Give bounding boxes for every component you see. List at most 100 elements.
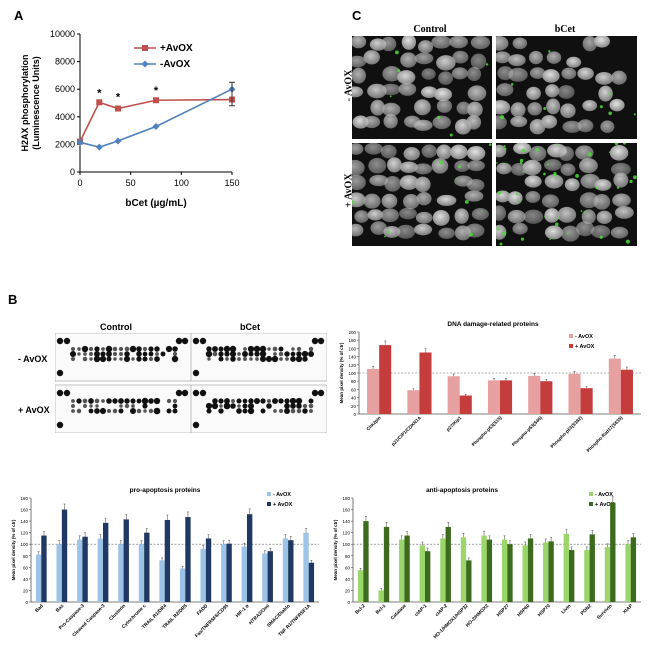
blot-spot (192, 389, 200, 397)
panel-letter-c: C (352, 8, 362, 23)
blot-spot (142, 356, 148, 362)
category-label: Phospho-p53(S15) (471, 415, 503, 447)
blot-spot (317, 389, 325, 397)
blot-spot (71, 399, 75, 403)
blot-spot (302, 356, 308, 362)
nucleus (364, 143, 383, 155)
bar-minus-avox (399, 539, 405, 602)
y-tick-label: 200 (348, 330, 356, 335)
blot-spot (94, 351, 100, 357)
bar-minus-avox (522, 545, 528, 602)
category-label: Bcl-x (375, 603, 388, 616)
nucleus (544, 174, 564, 189)
blot-spot (172, 346, 178, 352)
nucleus (470, 53, 487, 70)
nucleus (524, 175, 542, 188)
blot-spot (311, 389, 319, 397)
green-focus (557, 143, 560, 146)
legend-swatch (589, 492, 593, 496)
blot-spot (106, 351, 112, 357)
blot-spot (309, 409, 313, 413)
blot-spot (224, 351, 230, 357)
y-tick-label: 20 (23, 588, 29, 593)
blot-spot (207, 357, 211, 361)
nucleus (383, 225, 401, 238)
blot-spot (273, 352, 277, 356)
green-focus (496, 162, 498, 164)
blot-spot (206, 346, 212, 352)
blot-spot (112, 346, 118, 352)
blot-spot (106, 356, 112, 362)
nucleus (560, 163, 576, 176)
nucleus (467, 178, 485, 192)
blot-spot (118, 346, 124, 352)
green-focus (458, 165, 461, 169)
nucleus (401, 36, 417, 50)
y-tick-label: 180 (20, 496, 28, 501)
blot-spot (296, 403, 302, 409)
category-label: cIAP-2 (434, 603, 449, 618)
category-label: p27/Kip1 (445, 415, 462, 432)
category-label: Fas/TNFRSF6/CD95 (194, 603, 230, 639)
blot-spot (278, 408, 284, 414)
data-point (114, 137, 122, 145)
nucleus (352, 67, 366, 84)
blot-spot (77, 347, 81, 351)
nucleus (416, 191, 432, 206)
blot-spot (296, 351, 302, 357)
bar-plus-avox (41, 535, 47, 602)
data-point (95, 143, 103, 151)
nucleus (544, 225, 563, 240)
nucleus (400, 52, 417, 68)
blot-spot (192, 369, 200, 377)
nucleus (609, 145, 629, 161)
bar-minus-avox (159, 560, 165, 602)
y-tick-label: 4000 (55, 112, 75, 122)
nucleus (436, 55, 456, 71)
bar-plus-avox (527, 538, 534, 602)
y-tick-label: 60 (23, 565, 29, 570)
green-focus (497, 227, 501, 231)
category-label: Bax (55, 603, 66, 614)
y-tick-label: 140 (348, 355, 356, 360)
bar-plus-avox (185, 517, 191, 602)
data-point (153, 97, 159, 104)
nucleus (432, 209, 450, 226)
bar-plus-avox (123, 519, 129, 602)
blot-spot (160, 351, 166, 357)
blot-spot (123, 355, 131, 363)
blot-spot (148, 351, 154, 357)
blot-spot (136, 356, 142, 362)
bar-plus-avox (267, 551, 273, 602)
blot-spot (99, 407, 107, 415)
nucleus (496, 115, 507, 130)
nucleus (414, 176, 431, 193)
blot-spot (148, 346, 154, 352)
blot-spot (112, 408, 118, 414)
blot-spot (247, 402, 255, 410)
blot-spot (271, 355, 279, 363)
y-tick-label: 80 (23, 554, 29, 559)
y-tick-label: 0 (70, 167, 75, 177)
nucleus (367, 209, 384, 221)
bar-minus-avox (563, 533, 569, 602)
blot-spot (118, 351, 124, 357)
nucleus (399, 161, 418, 173)
bar-plus-avox (507, 544, 513, 602)
blot-spot (278, 351, 284, 357)
y-tick-label: 160 (20, 508, 28, 513)
nucleus (496, 83, 514, 97)
nucleus (414, 163, 433, 175)
bar-minus-avox (97, 538, 103, 602)
legend-marker (142, 45, 148, 51)
blot-spot (295, 355, 303, 363)
bar-minus-avox (481, 535, 487, 602)
nucleus (380, 208, 399, 223)
y-axis-label: Mean pixel density (% of ctr) (11, 519, 16, 580)
micrograph-2 (352, 143, 492, 246)
nucleus (352, 55, 367, 68)
blot-spot (284, 408, 290, 414)
blot-spot (172, 351, 178, 357)
blot-spot (296, 346, 302, 352)
bar-plus-avox (425, 551, 431, 602)
